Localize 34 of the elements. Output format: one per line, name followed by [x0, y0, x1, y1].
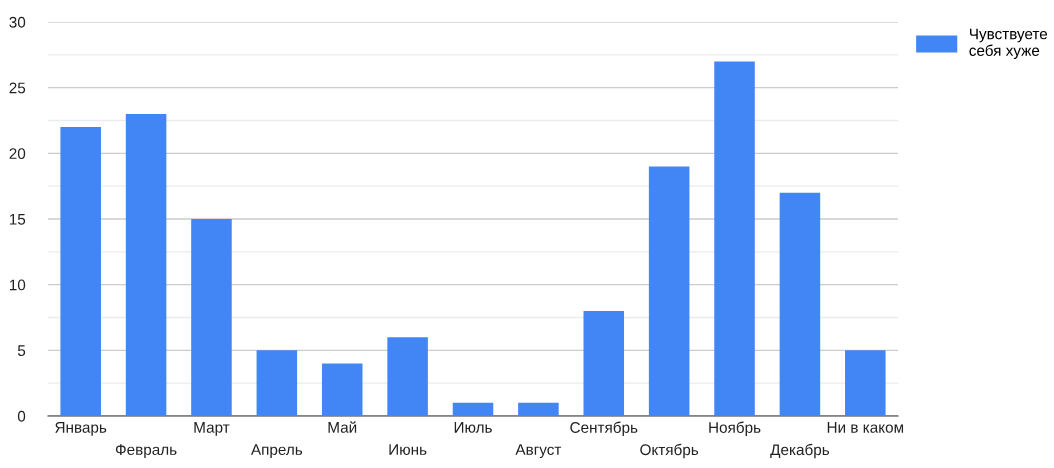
y-tick-label: 0	[17, 410, 26, 422]
x-tick-label: Март	[194, 422, 230, 436]
bar	[779, 192, 821, 416]
y-tick-label: 20	[9, 148, 26, 160]
y-tick-label: 15	[9, 214, 26, 225]
x-tick-label: Апрель	[250, 444, 303, 459]
legend-label: Чувствуете себя хуже	[969, 28, 1048, 59]
x-tick-label: Ни в каком	[827, 422, 904, 433]
x-tick-label: Февраль	[115, 444, 177, 459]
bar	[648, 166, 690, 416]
x-tick-label: Май	[328, 421, 357, 433]
bar	[125, 113, 167, 416]
bar	[387, 337, 428, 416]
x-tick-label: Январь	[55, 422, 107, 436]
y-tick-label: 30	[9, 16, 26, 28]
x-tick-label: Июнь	[389, 444, 427, 455]
x-tick-label: Сентябрь	[570, 421, 638, 436]
x-tick-label: Июль	[454, 422, 492, 433]
y-tick-label: 25	[9, 82, 26, 94]
bar	[191, 219, 232, 416]
y-tick-label: 5	[17, 345, 26, 357]
x-tick-label: Август	[515, 444, 562, 459]
bar	[583, 310, 625, 416]
x-tick-label: Октябрь	[640, 443, 699, 459]
bar	[845, 350, 886, 416]
y-tick-label: 10	[9, 279, 26, 291]
bar	[60, 127, 101, 416]
bar	[452, 402, 494, 416]
x-tick-label: Ноябрь	[709, 421, 761, 436]
x-tick-label: Декабрь	[770, 443, 830, 459]
bar	[518, 402, 559, 416]
bar	[256, 350, 298, 416]
bar	[714, 61, 755, 416]
bar	[321, 363, 363, 416]
